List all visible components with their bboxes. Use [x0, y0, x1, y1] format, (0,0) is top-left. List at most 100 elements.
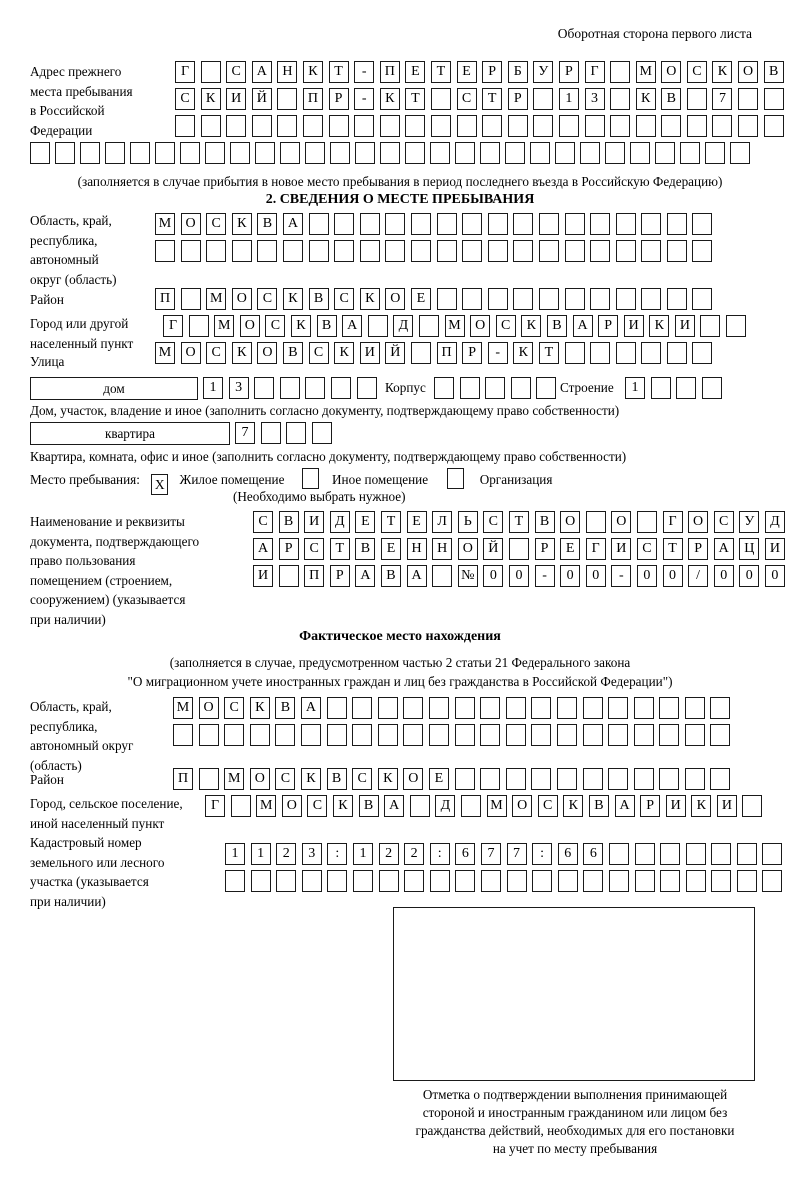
- actual-district-cell-19[interactable]: [633, 768, 654, 790]
- actual-city-cell-7[interactable]: В: [358, 795, 379, 817]
- actual-region-r1-cell-22[interactable]: [710, 697, 731, 719]
- document-r2-cell-14[interactable]: Г: [585, 538, 606, 560]
- document-r3-cell-6[interactable]: В: [380, 565, 401, 587]
- prev-address-r1-cell-24[interactable]: В: [763, 61, 784, 83]
- prev-address-r4-cell-3[interactable]: [80, 142, 100, 164]
- prev-address-r1-cell-12[interactable]: Е: [456, 61, 477, 83]
- document-r3-cell-4[interactable]: Р: [329, 565, 350, 587]
- house-cell-2[interactable]: 3: [228, 377, 249, 399]
- actual-region-r1-cell-5[interactable]: В: [275, 697, 296, 719]
- region-r1-cell-19[interactable]: [615, 213, 636, 235]
- stroenie-cell-4[interactable]: [701, 377, 722, 399]
- city-cell-14[interactable]: С: [495, 315, 516, 337]
- flat-cell-3[interactable]: [286, 422, 307, 444]
- actual-region-r1-cell-15[interactable]: [531, 697, 552, 719]
- cadastral-r2-cell-20[interactable]: [711, 870, 732, 892]
- district-cell-10[interactable]: О: [385, 288, 406, 310]
- actual-region-r2-cell-7[interactable]: [326, 724, 347, 746]
- actual-district-cell-9[interactable]: К: [377, 768, 398, 790]
- prev-address-r2-cell-4[interactable]: Й: [251, 88, 272, 110]
- prev-address-r3-cell-16[interactable]: [558, 115, 579, 137]
- actual-city-cell-17[interactable]: А: [614, 795, 635, 817]
- document-r2-cell-9[interactable]: О: [457, 538, 478, 560]
- region-r1-cell-21[interactable]: [666, 213, 687, 235]
- actual-district-cell-20[interactable]: [659, 768, 680, 790]
- region-r1-cell-7[interactable]: [308, 213, 329, 235]
- prev-address-r1-cell-19[interactable]: М: [635, 61, 656, 83]
- prev-address-r4-cell-5[interactable]: [130, 142, 150, 164]
- actual-city-cell-3[interactable]: М: [256, 795, 277, 817]
- street-cell-12[interactable]: П: [436, 342, 457, 364]
- document-r3-cell-12[interactable]: -: [534, 565, 555, 587]
- region-r2-cell-1[interactable]: [155, 240, 175, 262]
- korpus-cell-5[interactable]: [536, 377, 557, 399]
- actual-district-cell-15[interactable]: [531, 768, 552, 790]
- prev-address-r4-cell-11[interactable]: [280, 142, 300, 164]
- actual-region-r1-cell-8[interactable]: [352, 697, 373, 719]
- prev-address-r3-cell-11[interactable]: [430, 115, 451, 137]
- street-cell-19[interactable]: [615, 342, 636, 364]
- document-r1-cell-18[interactable]: О: [688, 511, 709, 533]
- document-r2-cell-18[interactable]: Р: [688, 538, 709, 560]
- actual-city-cell-14[interactable]: С: [537, 795, 558, 817]
- prev-address-r2-cell-11[interactable]: [430, 88, 451, 110]
- actual-region-r1-cell-1[interactable]: М: [173, 697, 193, 719]
- street-cell-13[interactable]: Р: [462, 342, 483, 364]
- actual-district-cell-14[interactable]: [505, 768, 526, 790]
- cadastral-r2-cell-15[interactable]: [583, 870, 604, 892]
- district-cell-18[interactable]: [590, 288, 611, 310]
- actual-city-cell-16[interactable]: В: [588, 795, 609, 817]
- cadastral-row-2[interactable]: [225, 870, 788, 892]
- document-r1-cell-5[interactable]: Е: [355, 511, 376, 533]
- district-cell-21[interactable]: [666, 288, 687, 310]
- cadastral-r1-cell-2[interactable]: 1: [250, 843, 271, 865]
- region-r1-cell-12[interactable]: [436, 213, 457, 235]
- actual-district-cell-21[interactable]: [684, 768, 705, 790]
- prev-address-r2-cell-16[interactable]: 1: [558, 88, 579, 110]
- actual-district-cell-8[interactable]: С: [352, 768, 373, 790]
- document-r3-cell-10[interactable]: 0: [483, 565, 504, 587]
- prev-address-r4-cell-2[interactable]: [55, 142, 75, 164]
- cadastral-r2-cell-1[interactable]: [225, 870, 245, 892]
- region-r2-cell-6[interactable]: [282, 240, 303, 262]
- prev-address-r4-cell-10[interactable]: [255, 142, 275, 164]
- actual-region-r2-cell-4[interactable]: [249, 724, 270, 746]
- prev-address-r4-cell-16[interactable]: [405, 142, 425, 164]
- prev-address-r1-cell-11[interactable]: Т: [430, 61, 451, 83]
- street-cell-8[interactable]: К: [334, 342, 355, 364]
- city-cell-22[interactable]: [700, 315, 721, 337]
- district-cell-15[interactable]: [513, 288, 534, 310]
- actual-district-cell-4[interactable]: О: [249, 768, 270, 790]
- document-r3-cell-3[interactable]: П: [304, 565, 325, 587]
- street-cell-15[interactable]: К: [513, 342, 534, 364]
- region-r1-cell-6[interactable]: А: [282, 213, 303, 235]
- document-r3-cell-5[interactable]: А: [355, 565, 376, 587]
- region-r1-cell-8[interactable]: [334, 213, 355, 235]
- prev-address-r4-cell-26[interactable]: [655, 142, 675, 164]
- district-cell-5[interactable]: С: [257, 288, 278, 310]
- cadastral-r2-cell-2[interactable]: [250, 870, 271, 892]
- cadastral-r2-cell-13[interactable]: [532, 870, 553, 892]
- document-r3-cell-21[interactable]: 0: [764, 565, 785, 587]
- cadastral-r1-cell-16[interactable]: [608, 843, 629, 865]
- street-cell-18[interactable]: [590, 342, 611, 364]
- cadastral-r2-cell-4[interactable]: [301, 870, 322, 892]
- house-cell-6[interactable]: [330, 377, 351, 399]
- korpus-cell-2[interactable]: [459, 377, 480, 399]
- city-cell-6[interactable]: К: [290, 315, 311, 337]
- document-r3-cell-2[interactable]: [278, 565, 299, 587]
- stroenie-cell-2[interactable]: [650, 377, 671, 399]
- actual-region-r2-cell-3[interactable]: [224, 724, 245, 746]
- document-r3-cell-16[interactable]: 0: [636, 565, 657, 587]
- actual-city-cell-1[interactable]: Г: [205, 795, 225, 817]
- prev-address-r2-cell-8[interactable]: -: [354, 88, 375, 110]
- region-r2-cell-11[interactable]: [410, 240, 431, 262]
- checkbox-inoe[interactable]: [301, 468, 319, 489]
- document-r2-cell-13[interactable]: Е: [560, 538, 581, 560]
- document-r2-cell-8[interactable]: Н: [432, 538, 453, 560]
- prev-address-r4-cell-19[interactable]: [480, 142, 500, 164]
- prev-address-r1-cell-7[interactable]: Т: [328, 61, 349, 83]
- prev-address-r4-cell-13[interactable]: [330, 142, 350, 164]
- actual-district-cell-18[interactable]: [608, 768, 629, 790]
